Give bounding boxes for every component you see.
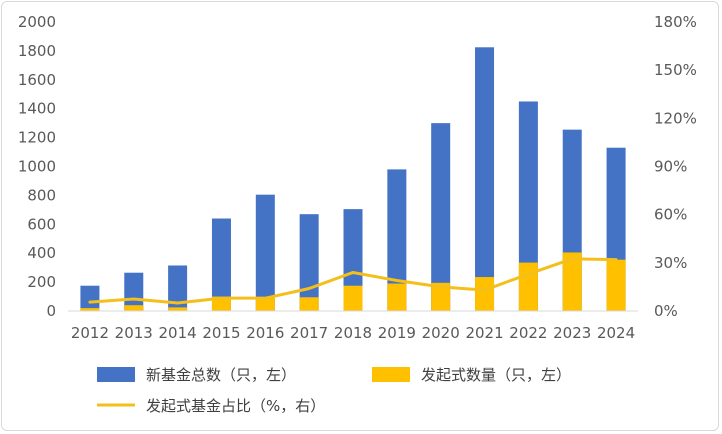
legend-label-initiated-ratio: 发起式基金占比（%，右）: [146, 397, 325, 415]
x-tick-label: 2024: [597, 324, 635, 342]
x-tick-label: 2013: [115, 324, 153, 342]
y-right-tick-label: 180%: [654, 13, 697, 31]
y-right-tick-label: 30%: [654, 254, 687, 272]
y-axis-right: 0% 30% 60% 90% 120% 150% 180%: [654, 13, 697, 320]
legend-label-initiated-funds: 发起式数量（只，左）: [421, 366, 571, 384]
bar-initiated-funds-2018: [343, 285, 363, 311]
bar-initiated-funds-2019: [387, 283, 407, 311]
bar-initiated-funds-2013: [124, 305, 144, 311]
bar-new-funds-2012: [80, 285, 100, 311]
legend-swatch-blue: [97, 367, 135, 382]
x-tick-label: 2015: [202, 324, 240, 342]
bars: [80, 47, 626, 312]
y-left-tick-label: 800: [27, 186, 56, 204]
x-tick-label: 2012: [71, 324, 109, 342]
y-left-tick-label: 1200: [18, 129, 56, 147]
bar-initiated-funds-2020: [431, 282, 451, 311]
bar-new-funds-2018: [343, 209, 363, 311]
y-left-tick-label: 1600: [18, 71, 56, 89]
x-tick-label: 2019: [378, 324, 416, 342]
x-axis-labels: 2012 2013 2014 2015 2016 2017 2018 2019 2020 2021…: [71, 324, 635, 342]
y-left-tick-label: 0: [46, 302, 56, 320]
bar-initiated-funds-2022: [518, 262, 538, 311]
y-left-tick-label: 200: [27, 273, 56, 291]
y-right-tick-label: 150%: [654, 61, 697, 79]
bar-new-funds-2013: [124, 272, 144, 311]
bar-initiated-funds-2016: [255, 297, 275, 311]
bar-new-funds-2021: [475, 47, 495, 311]
x-tick-label: 2022: [509, 324, 547, 342]
y-left-tick-label: 1000: [18, 158, 56, 176]
x-tick-label: 2020: [422, 324, 460, 342]
bar-initiated-funds-2023: [562, 252, 582, 311]
line-initiated-ratio: [88, 257, 618, 305]
bar-initiated-funds-2012: [80, 308, 100, 311]
bar-new-funds-2016: [255, 194, 275, 311]
bar-initiated-funds-2021: [475, 277, 495, 311]
y-left-tick-label: 600: [27, 215, 56, 233]
x-tick-label: 2023: [553, 324, 591, 342]
legend-label-new-funds: 新基金总数（只，左）: [146, 366, 296, 384]
x-tick-label: 2016: [246, 324, 284, 342]
y-right-tick-label: 60%: [654, 206, 687, 224]
bar-new-funds-2014: [168, 265, 188, 311]
y-left-tick-label: 1800: [18, 42, 56, 60]
line-series: [88, 257, 618, 305]
x-tick-label: 2021: [465, 324, 503, 342]
bar-initiated-funds-2014: [168, 307, 188, 311]
bar-new-funds-2022: [518, 101, 538, 311]
x-tick-label: 2017: [290, 324, 328, 342]
bar-new-funds-2019: [387, 169, 407, 311]
bar-initiated-funds-2017: [299, 297, 319, 311]
y-right-tick-label: 0%: [654, 302, 678, 320]
y-axis-left: 0 200 400 600 800 1000 1200 1400 1600 1800 2000: [18, 13, 56, 320]
y-left-tick-label: 1400: [18, 100, 56, 118]
x-tick-label: 2018: [334, 324, 372, 342]
y-left-tick-label: 2000: [18, 13, 56, 31]
y-right-tick-label: 90%: [654, 158, 687, 176]
bar-new-funds-2017: [299, 214, 319, 311]
bar-initiated-funds-2024: [606, 259, 626, 311]
bar-new-funds-2015: [211, 218, 231, 311]
legend-swatch-yellow: [372, 367, 410, 382]
legend: 新基金总数（只，左） 发起式数量（只，左） 发起式基金占比（%，右）: [97, 366, 571, 415]
y-left-tick-label: 400: [27, 244, 56, 262]
bar-new-funds-2020: [431, 123, 451, 312]
x-tick-label: 2014: [159, 324, 197, 342]
y-right-tick-label: 120%: [654, 109, 697, 127]
